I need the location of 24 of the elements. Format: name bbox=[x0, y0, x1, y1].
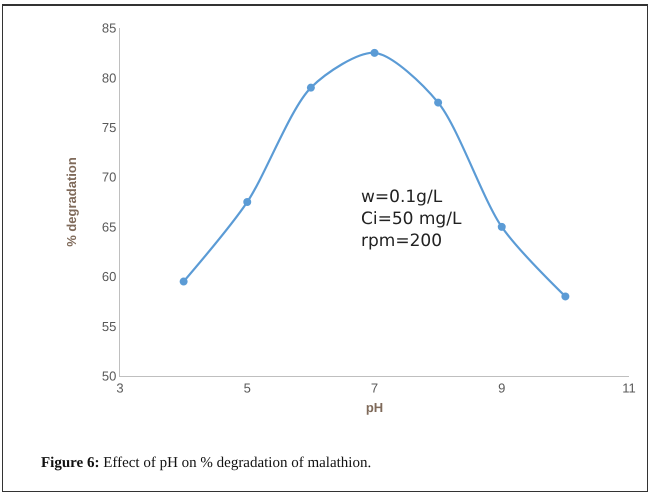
y-tick-label: 65 bbox=[102, 219, 116, 234]
x-tick-label: 7 bbox=[370, 380, 378, 396]
point bbox=[561, 292, 570, 300]
x-tick-label: 11 bbox=[622, 380, 636, 396]
y-tick-label: 50 bbox=[102, 368, 116, 384]
y-tick-label: 75 bbox=[102, 120, 116, 135]
y-tick-label: 80 bbox=[102, 70, 116, 86]
point bbox=[370, 48, 378, 57]
x-tick-label: 5 bbox=[244, 380, 251, 396]
y-axis-title: % degradation bbox=[64, 157, 79, 247]
y-tick-label: 70 bbox=[102, 170, 116, 185]
point bbox=[498, 222, 506, 231]
point bbox=[180, 278, 188, 286]
point bbox=[306, 84, 315, 92]
y-tick-label: 60 bbox=[102, 269, 116, 284]
caption: Figure 6: Effect of pH on % degradation of malathion. bbox=[41, 455, 372, 471]
point bbox=[434, 98, 442, 107]
x-tick-label: 9 bbox=[498, 380, 506, 396]
x-axis-title: pH bbox=[366, 400, 384, 416]
x-tick-label: 3 bbox=[116, 380, 124, 396]
annotation: w=0.1g/L Ci=50 mg/L rpm=200 bbox=[361, 187, 462, 252]
y-tick-label: 85 bbox=[102, 20, 116, 36]
y-tick-label: 55 bbox=[102, 318, 116, 334]
point bbox=[243, 198, 252, 206]
